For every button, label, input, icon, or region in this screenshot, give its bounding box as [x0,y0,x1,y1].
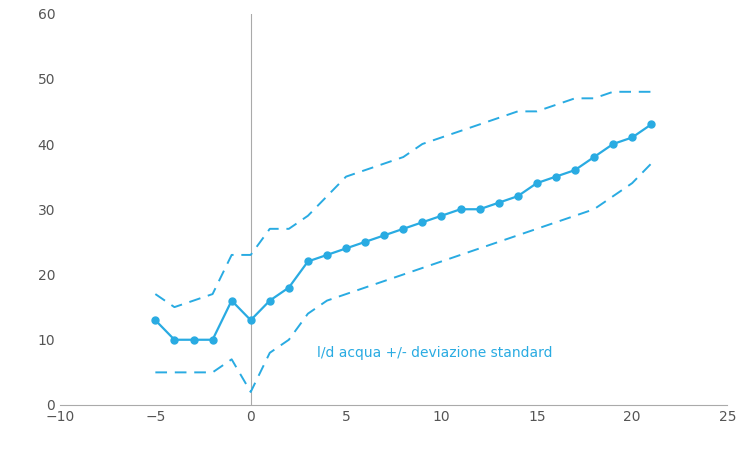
Text: l/d acqua +/- deviazione standard: l/d acqua +/- deviazione standard [317,346,553,360]
